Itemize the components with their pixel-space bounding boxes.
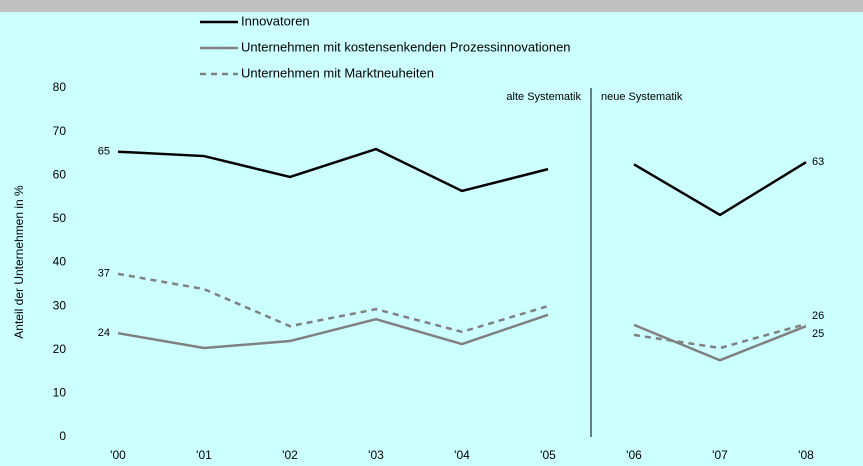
x-tick-label: '02 <box>282 448 298 462</box>
y-tick-label: 0 <box>59 429 66 443</box>
y-tick-label: 20 <box>53 342 67 356</box>
series-line <box>117 313 549 350</box>
divider-right-label: neue Systematik <box>601 91 683 103</box>
series-line <box>633 323 807 362</box>
y-tick-label: 80 <box>53 80 67 94</box>
series-line <box>633 161 807 217</box>
value-label: 24 <box>98 327 110 339</box>
x-tick-label: '03 <box>368 448 384 462</box>
y-tick-label: 30 <box>53 298 67 312</box>
legend-label: Unternehmen mit kostensenkenden Prozessi… <box>241 39 571 54</box>
value-label: 25 <box>812 328 824 340</box>
y-axis-label: Anteil der Unternehmen in % <box>12 185 26 339</box>
x-tick-label: '06 <box>626 448 642 462</box>
value-label: 26 <box>812 310 824 322</box>
legend-label: Unternehmen mit Marktneuheiten <box>241 65 434 80</box>
y-tick-label: 50 <box>53 211 67 225</box>
value-label: 37 <box>98 268 110 280</box>
x-tick-label: '07 <box>712 448 728 462</box>
top-band <box>0 0 863 12</box>
x-tick-label: '00 <box>110 448 126 462</box>
x-tick-label: '01 <box>196 448 212 462</box>
y-tick-label: 10 <box>53 386 67 400</box>
series-line <box>117 147 549 193</box>
y-tick-label: 70 <box>53 124 67 138</box>
y-tick-label: 40 <box>53 255 67 269</box>
legend-label: Innovatoren <box>241 13 310 28</box>
series-line <box>633 322 807 350</box>
value-label: 63 <box>812 156 824 168</box>
x-tick-label: '04 <box>454 448 470 462</box>
x-tick-label: '08 <box>798 448 814 462</box>
y-tick-label: 60 <box>53 167 67 181</box>
series-line <box>117 272 549 334</box>
value-label: 65 <box>98 146 110 158</box>
x-tick-label: '05 <box>540 448 556 462</box>
divider-left-label: alte Systematik <box>506 91 581 103</box>
